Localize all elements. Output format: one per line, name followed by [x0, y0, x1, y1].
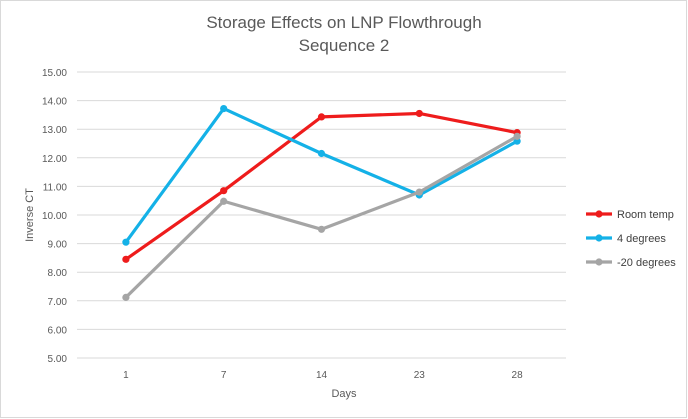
legend: Room temp 4 degrees -20 degrees — [586, 209, 676, 269]
x-tick-label: 1 — [123, 370, 129, 381]
y-tick-label: 13.00 — [42, 125, 67, 136]
series-layer — [122, 105, 521, 301]
data-point — [513, 132, 521, 140]
x-tick-label: 23 — [414, 370, 426, 381]
legend-item: Room temp — [586, 209, 674, 221]
x-tick-label: 7 — [221, 370, 227, 381]
data-point — [122, 238, 130, 246]
x-tick-label: 28 — [512, 370, 524, 381]
y-tick-label: 9.00 — [48, 240, 68, 251]
legend-marker — [595, 210, 603, 218]
y-tick-label: 6.00 — [48, 325, 68, 336]
data-point — [220, 197, 228, 205]
legend-label: -20 degrees — [617, 257, 676, 269]
y-tick-label: 5.00 — [48, 354, 68, 365]
y-tick-label: 14.00 — [42, 97, 67, 108]
x-axis-label: Days — [331, 388, 357, 400]
series-line — [124, 107, 519, 244]
y-tick-label: 12.00 — [42, 154, 67, 165]
y-tick-label: 7.00 — [48, 297, 68, 308]
chart-subtitle: Sequence 2 — [299, 36, 390, 55]
legend-label: 4 degrees — [617, 233, 666, 245]
chart-title: Storage Effects on LNP Flowthrough — [206, 13, 481, 32]
legend-label: Room temp — [617, 209, 674, 221]
x-axis-ticks: 1 7 14 23 28 — [123, 370, 523, 381]
legend-item: 4 degrees — [586, 233, 666, 245]
data-point — [220, 105, 228, 113]
data-point — [317, 149, 326, 158]
y-axis-label: Inverse CT — [24, 188, 36, 242]
gridlines — [77, 71, 566, 359]
data-point — [122, 293, 130, 301]
y-tick-label: 8.00 — [48, 268, 68, 279]
data-point — [317, 113, 326, 121]
x-tick-label: 14 — [316, 370, 328, 381]
data-point — [415, 109, 423, 118]
legend-item: -20 degrees — [586, 257, 676, 269]
y-tick-label: 15.00 — [42, 68, 67, 79]
legend-marker — [595, 258, 603, 266]
data-point — [317, 225, 326, 233]
data-point — [415, 188, 423, 196]
y-tick-label: 11.00 — [43, 182, 68, 193]
y-axis-ticks: 5.00 6.00 7.00 8.00 9.00 10.00 11.00 12.00 13.00… — [42, 68, 67, 365]
y-tick-label: 10.00 — [42, 211, 67, 222]
legend-marker — [595, 234, 603, 242]
data-point — [122, 255, 130, 263]
data-point — [220, 187, 228, 195]
